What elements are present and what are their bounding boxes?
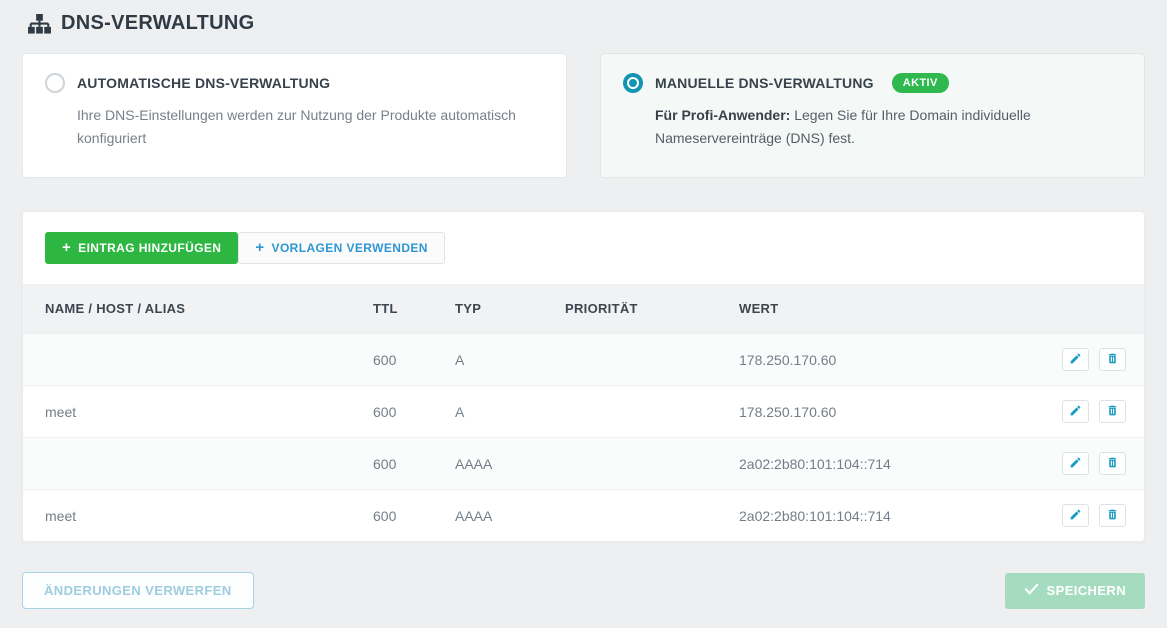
trash-icon [1106,508,1119,524]
trash-icon [1106,456,1119,472]
delete-record-button[interactable] [1099,504,1126,527]
cell-ttl: 600 [373,455,397,472]
pencil-icon [1069,404,1082,420]
cell-prioritaet [565,386,739,438]
automatic-dns-title-row: AUTOMATISCHE DNS-VERWALTUNG [45,73,544,93]
discard-changes-button[interactable]: ÄNDERUNGEN VERWERFEN [22,572,254,609]
trash-icon [1106,404,1119,420]
column-ttl: TTL [373,301,398,316]
manual-dns-description: Für Profi-Anwender: Legen Sie für Ihre D… [655,104,1122,150]
table-row: meet 600 AAAA 2a02:2b80:101:104::714 [23,489,1144,542]
pencil-icon [1069,352,1082,368]
manual-dns-title-row: MANUELLE DNS-VERWALTUNG AKTIV [623,73,1122,93]
records-toolbar: + EINTRAG HINZUFÜGEN + VORLAGEN VERWENDE… [23,212,1144,284]
cell-ttl: 600 [373,507,397,524]
use-templates-label: VORLAGEN VERWENDEN [271,241,428,255]
cell-actions [1044,490,1144,542]
cell-name [23,334,373,386]
delete-record-button[interactable] [1099,400,1126,423]
cell-name: meet [45,507,77,524]
dns-mode-cards: AUTOMATISCHE DNS-VERWALTUNG Ihre DNS-Ein… [22,53,1145,178]
cell-actions [1044,334,1144,386]
manual-dns-description-rest: Legen Sie für Ihre Domain individuelle N… [655,107,1031,147]
column-name-host-alias: NAME / HOST / ALIAS [45,301,186,316]
cell-wert: 178.250.170.60 [739,403,837,420]
sitemap-icon [28,14,51,35]
cell-prioritaet [565,334,739,386]
edit-record-button[interactable] [1062,452,1090,475]
cell-prioritaet [565,438,739,490]
delete-record-button[interactable] [1099,452,1126,475]
delete-record-button[interactable] [1099,348,1126,371]
table-row: meet 600 A 178.250.170.60 [23,385,1144,438]
edit-record-button[interactable] [1062,400,1090,423]
dns-management-page: DNS-VERWALTUNG AUTOMATISCHE DNS-VERWALTU… [0,0,1167,609]
dns-records-table: NAME / HOST / ALIAS TTL TYP PRIORITÄT WE… [23,284,1144,542]
check-icon [1024,583,1039,598]
cell-typ: A [455,403,465,420]
automatic-dns-title: AUTOMATISCHE DNS-VERWALTUNG [77,75,331,91]
add-entry-label: EINTRAG HINZUFÜGEN [78,241,222,255]
cell-typ: A [455,351,465,368]
save-label: SPEICHERN [1046,583,1126,598]
plus-icon: + [62,239,72,256]
active-status-badge: AKTIV [891,73,949,93]
table-row: 600 A 178.250.170.60 [23,333,1144,386]
column-wert: WERT [739,301,779,316]
edit-record-button[interactable] [1062,504,1090,527]
trash-icon [1106,352,1119,368]
add-entry-button[interactable]: + EINTRAG HINZUFÜGEN [45,232,239,264]
cell-wert: 178.250.170.60 [739,351,837,368]
automatic-dns-radio[interactable] [45,73,65,93]
manual-dns-title: MANUELLE DNS-VERWALTUNG [655,75,874,91]
page-title: DNS-VERWALTUNG [61,12,255,34]
cell-wert: 2a02:2b80:101:104::714 [739,455,891,472]
edit-record-button[interactable] [1062,348,1090,371]
cell-ttl: 600 [373,351,397,368]
plus-icon: + [255,239,265,256]
column-typ: TYP [455,301,482,316]
manual-dns-radio[interactable] [623,73,643,93]
cell-ttl: 600 [373,403,397,420]
dns-records-card: + EINTRAG HINZUFÜGEN + VORLAGEN VERWENDE… [22,211,1145,542]
column-prioritaet: PRIORITÄT [565,301,638,316]
cell-actions [1044,386,1144,438]
pencil-icon [1069,456,1082,472]
cell-name: meet [45,403,77,420]
manual-dns-description-lead: Für Profi-Anwender: [655,107,791,123]
cell-typ: AAAA [455,507,493,524]
cell-prioritaet [565,490,739,542]
table-header-row: NAME / HOST / ALIAS TTL TYP PRIORITÄT WE… [23,284,1144,334]
cell-typ: AAAA [455,455,493,472]
automatic-dns-description: Ihre DNS-Einstellungen werden zur Nutzun… [77,107,516,147]
cell-actions [1044,438,1144,490]
manual-dns-card[interactable]: MANUELLE DNS-VERWALTUNG AKTIV Für Profi-… [600,53,1145,178]
cell-wert: 2a02:2b80:101:104::714 [739,507,891,524]
footer-actions: ÄNDERUNGEN VERWERFEN SPEICHERN [22,572,1145,609]
automatic-dns-card[interactable]: AUTOMATISCHE DNS-VERWALTUNG Ihre DNS-Ein… [22,53,567,178]
cell-name [23,438,373,490]
save-button[interactable]: SPEICHERN [1004,572,1145,609]
page-header: DNS-VERWALTUNG [22,0,1145,45]
use-templates-button[interactable]: + VORLAGEN VERWENDEN [238,232,445,264]
column-actions [1044,284,1144,334]
table-row: 600 AAAA 2a02:2b80:101:104::714 [23,437,1144,490]
pencil-icon [1069,508,1082,524]
